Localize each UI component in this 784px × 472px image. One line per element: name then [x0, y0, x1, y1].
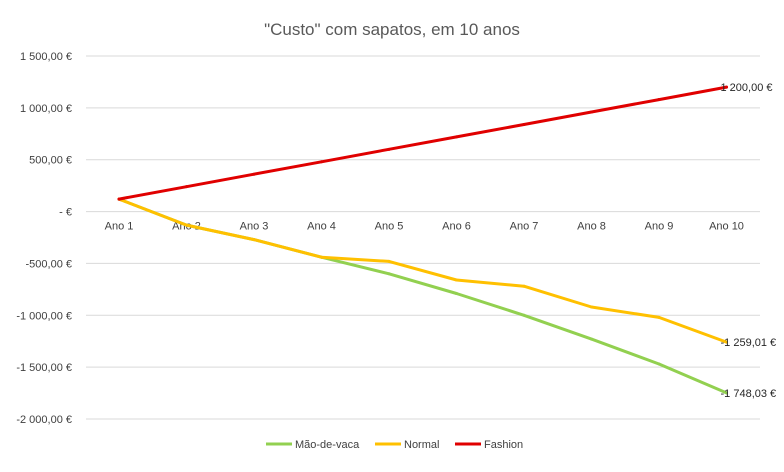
data-point[interactable]: [252, 172, 256, 176]
data-point[interactable]: [252, 238, 256, 242]
data-point[interactable]: [387, 272, 391, 276]
x-tick-label: Ano 1: [105, 221, 134, 233]
data-point[interactable]: [455, 135, 458, 139]
y-tick-label: 1 500,00 €: [20, 51, 72, 63]
legend-label[interactable]: Fashion: [484, 439, 523, 451]
chart-title: "Custo" com sapatos, em 10 anos: [264, 20, 520, 39]
legend[interactable]: Mão-de-vaca Normal Fashion: [266, 439, 523, 451]
legend-label[interactable]: Normal: [404, 439, 439, 451]
data-point[interactable]: [185, 223, 188, 227]
data-label: 1 200,00 €: [721, 82, 773, 94]
y-tick-label: -2 000,00 €: [16, 414, 72, 426]
x-tick-label: Ano 10: [709, 221, 744, 233]
x-tick-label: Ano 7: [510, 221, 539, 233]
x-tick-label: Ano 4: [307, 221, 336, 233]
data-point[interactable]: [657, 315, 661, 319]
x-tick-label: Ano 5: [375, 221, 404, 233]
y-tick-label: -500,00 €: [26, 258, 72, 270]
data-point[interactable]: [725, 340, 728, 344]
y-axis-tick-labels: 1 500,00 € 1 000,00 € 500,00 € - € -500,00 €…: [16, 51, 72, 426]
data-label: -1 748,03 €: [721, 388, 777, 400]
y-tick-label: -1 500,00 €: [16, 362, 72, 374]
y-tick-label: -1 000,00 €: [16, 310, 72, 322]
data-point[interactable]: [522, 313, 526, 317]
x-tick-label: Ano 3: [240, 221, 269, 233]
x-tick-label: Ano 9: [645, 221, 674, 233]
x-tick-label: Ano 6: [442, 221, 471, 233]
x-axis-tick-labels: Ano 1 Ano 2 Ano 3 Ano 4 Ano 5 Ano 6 Ano 7 Ano 8…: [105, 221, 744, 233]
data-labels: -1 748,03 € -1 259,01 € 1 200,00 €: [721, 82, 777, 400]
data-point[interactable]: [455, 292, 458, 296]
y-tick-label: 500,00 €: [29, 155, 72, 167]
data-point[interactable]: [185, 185, 188, 189]
data-point[interactable]: [522, 122, 526, 126]
series-lines: [117, 85, 728, 395]
data-point[interactable]: [590, 337, 593, 341]
data-point[interactable]: [387, 259, 391, 263]
data-point[interactable]: [657, 362, 661, 366]
data-point[interactable]: [387, 147, 391, 151]
data-point[interactable]: [117, 197, 121, 201]
data-label: -1 259,01 €: [721, 337, 777, 349]
data-point[interactable]: [320, 160, 323, 164]
series-line-3[interactable]: [117, 85, 728, 201]
data-point[interactable]: [522, 284, 526, 288]
data-point[interactable]: [725, 391, 728, 395]
legend-label[interactable]: Mão-de-vaca: [295, 439, 360, 451]
data-point[interactable]: [320, 255, 323, 259]
data-point[interactable]: [590, 110, 593, 114]
data-point[interactable]: [455, 278, 458, 282]
data-point[interactable]: [657, 98, 661, 102]
data-point[interactable]: [590, 305, 593, 309]
x-tick-label: Ano 8: [577, 221, 606, 233]
y-tick-label: 1 000,00 €: [20, 103, 72, 115]
series-line-2[interactable]: [117, 197, 728, 344]
y-tick-label: - €: [59, 207, 72, 219]
data-point[interactable]: [725, 85, 728, 89]
